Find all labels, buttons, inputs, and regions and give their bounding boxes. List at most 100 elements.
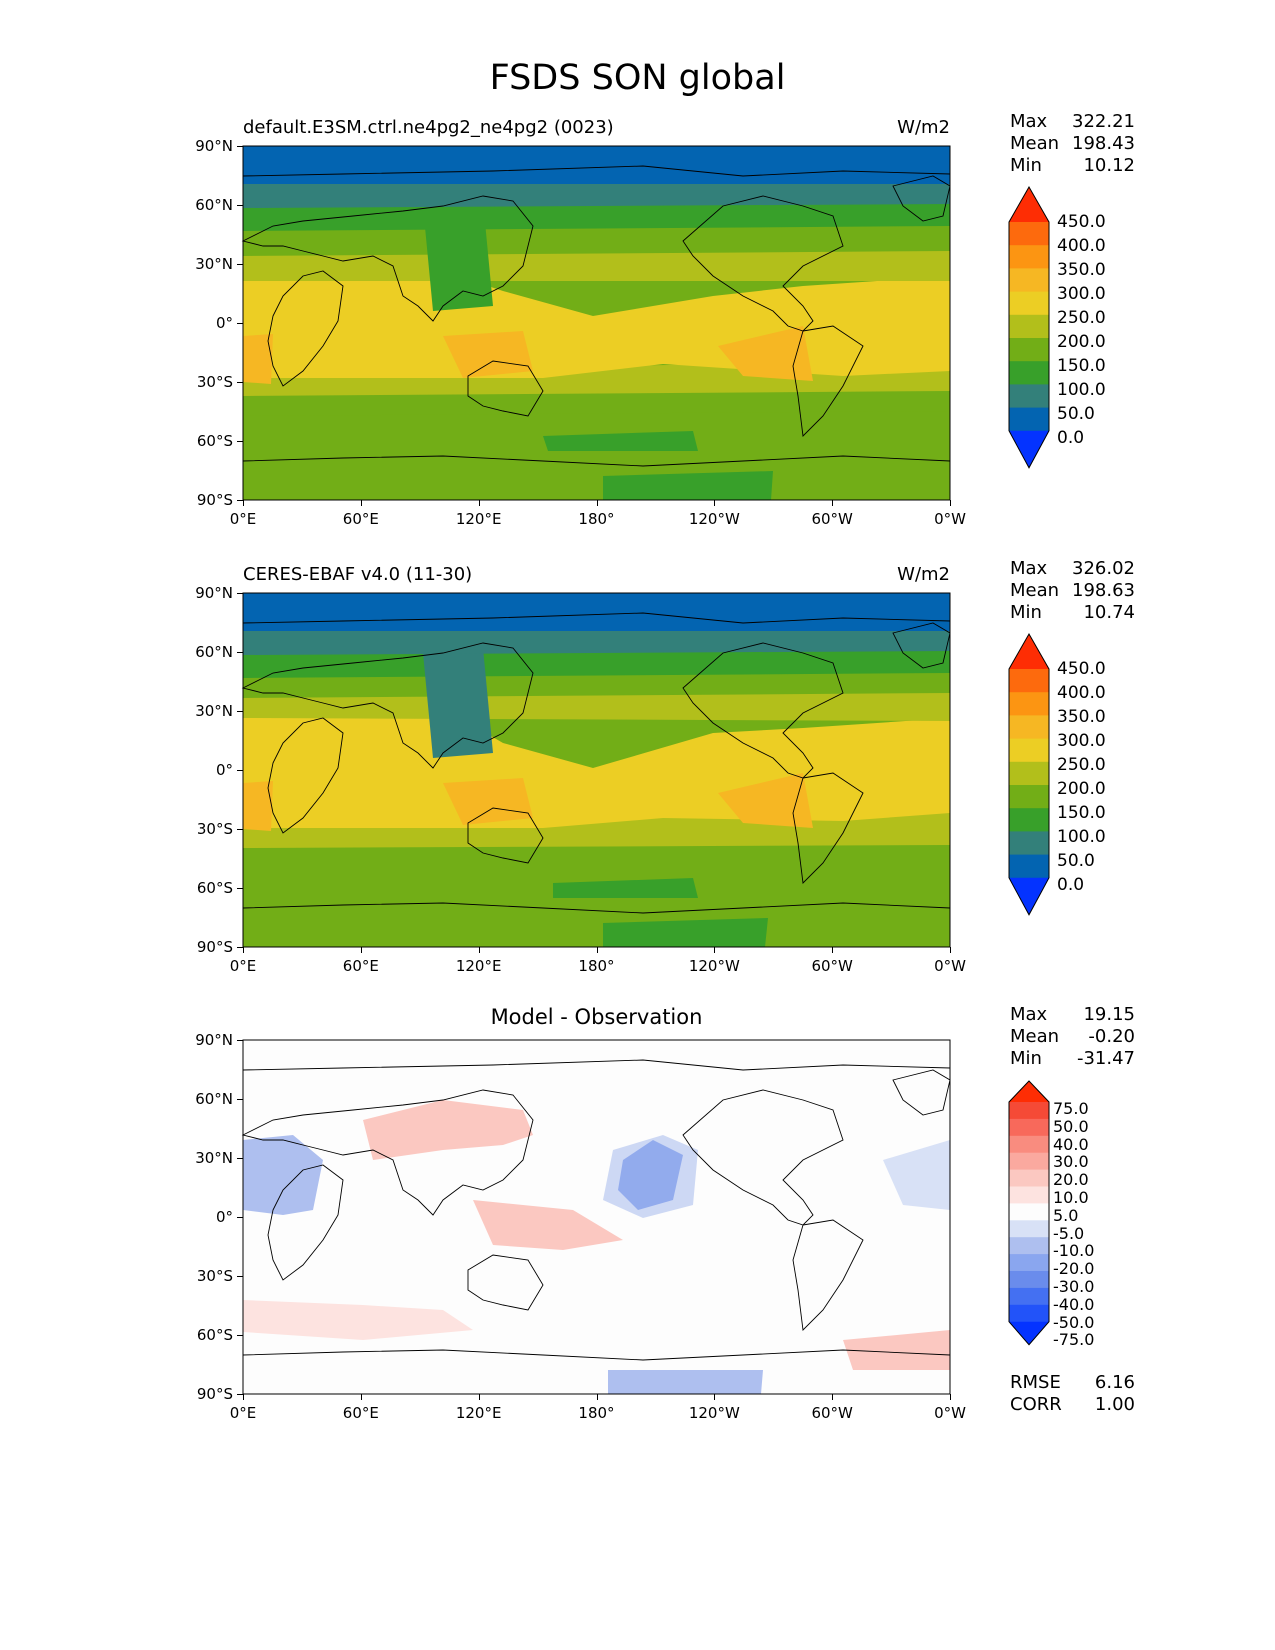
panel3-title: Model - Observation	[490, 1005, 703, 1029]
lat-tick-label: 30°N	[195, 255, 233, 273]
lon-tick-label: 120°W	[688, 957, 740, 975]
lat-tick-label: 0°	[215, 1208, 233, 1226]
colorbar-segment	[1009, 407, 1049, 432]
lon-tick-mark	[243, 500, 244, 506]
colorbar-tick-label: 10.0	[1053, 1187, 1089, 1207]
lon-tick-label: 120°E	[455, 957, 502, 975]
colorbar-segment	[1009, 1169, 1049, 1187]
arctic-blue-band	[243, 146, 950, 184]
colorbar-segment	[1009, 1287, 1049, 1306]
lat-tick-label: 90°S	[196, 938, 233, 956]
colorbar-tick-label: 5.0	[1053, 1205, 1079, 1225]
pacific-orange-patch	[718, 326, 813, 381]
colorbar-extend-min	[1009, 430, 1049, 468]
colorbar-segment	[1009, 715, 1049, 740]
colorbar-segment	[1009, 1203, 1049, 1221]
maritime-orange-patch	[443, 331, 533, 378]
colorbar-segment	[1009, 669, 1049, 693]
stat-min: Min 10.12	[1010, 155, 1135, 176]
lon-tick-label: 180°	[578, 957, 615, 975]
panel3-map	[241, 1039, 951, 1395]
lat-tick-mark	[237, 441, 243, 442]
lon-tick-mark	[950, 1394, 951, 1400]
colorbar-tick-label: 250.0	[1057, 308, 1106, 328]
colorbar-segment	[1009, 338, 1049, 362]
lat-tick-mark	[237, 770, 243, 771]
colorbar-segment	[1009, 738, 1049, 763]
lat-tick-mark	[237, 1394, 243, 1395]
lat-tick-mark	[237, 888, 243, 889]
panel1-map	[241, 145, 951, 501]
panel3-stats: Max 19.15 Mean -0.20 Min -31.47	[1010, 1004, 1135, 1070]
lon-tick-label: 180°	[578, 510, 615, 528]
lat-tick-mark	[237, 1335, 243, 1336]
colorbar-segment	[1009, 1118, 1049, 1137]
atlantic-blue-patch	[883, 1140, 950, 1210]
colorbar-segment	[1009, 808, 1049, 832]
colorbar-segment	[1009, 268, 1049, 293]
stat-mean: Mean 198.63	[1010, 580, 1135, 601]
colorbar-tick-label: 20.0	[1053, 1170, 1089, 1190]
lon-tick-label: 60°E	[342, 957, 379, 975]
colorbar-tick-label: 300.0	[1057, 731, 1106, 751]
lon-tick-mark	[714, 1394, 716, 1400]
lat-tick-mark	[237, 947, 243, 948]
lon-tick-mark	[596, 1394, 598, 1400]
lon-tick-mark	[596, 947, 598, 953]
arctic-blue-band	[243, 593, 950, 631]
lat-tick-mark	[237, 1040, 243, 1041]
southern-green-patch	[553, 878, 698, 898]
pacific-orange-patch	[718, 773, 813, 828]
lon-tick-label: 60°W	[811, 957, 853, 975]
lon-tick-mark	[478, 1394, 480, 1400]
stat-min: Min -31.47	[1010, 1048, 1135, 1069]
colorbar-tick-label: 0.0	[1057, 875, 1085, 895]
colorbar-tick-label: 350.0	[1057, 707, 1106, 727]
colorbar-segment	[1009, 1102, 1049, 1120]
lat-tick-mark	[237, 323, 243, 324]
lon-tick-label: 0°E	[229, 957, 257, 975]
lon-tick-mark	[478, 500, 480, 506]
colorbar-tick-label: 200.0	[1057, 332, 1106, 352]
panel2-colorbar-labels: 450.0 400.0 350.0 300.0 250.0 200.0 150.0 100.0…	[1057, 657, 1106, 897]
lat-tick-mark	[237, 1276, 243, 1277]
pacific-blue-halo	[603, 1135, 698, 1218]
lat-tick-label: 30°S	[196, 820, 233, 838]
asia-teal-patch	[423, 648, 493, 758]
lon-tick-mark	[714, 947, 716, 953]
lon-tick-label: 0°W	[934, 1404, 966, 1422]
panel2-stats: Max 326.02 Mean 198.63 Min 10.74	[1010, 558, 1135, 624]
atlantic-orange-patch	[243, 334, 273, 384]
colorbar-tick-label: -30.0	[1053, 1276, 1095, 1296]
lon-tick-label: 60°W	[811, 510, 853, 528]
panel3-colorbar	[1008, 1080, 1050, 1346]
lon-tick-label: 60°W	[811, 1404, 853, 1422]
lon-tick-mark	[714, 500, 716, 506]
lat-tick-label: 60°S	[196, 879, 233, 897]
lat-tick-mark	[237, 264, 243, 265]
lat-tick-label: 30°S	[196, 373, 233, 391]
lat-tick-mark	[237, 829, 243, 830]
lat-tick-label: 0°	[215, 761, 233, 779]
colorbar-tick-label: -5.0	[1053, 1223, 1085, 1243]
lat-tick-mark	[237, 500, 243, 501]
lat-tick-label: 90°N	[195, 584, 233, 602]
colorbar-tick-label: 30.0	[1053, 1152, 1089, 1172]
colorbar-segment	[1009, 854, 1049, 879]
panel2-map	[241, 592, 951, 948]
colorbar-segment	[1009, 761, 1049, 786]
colorbar-segment	[1009, 291, 1049, 316]
panel3-colorbar-labels: 75.0 50.0 40.0 30.0 20.0 10.0 5.0 -5.0 -10.0 -20.…	[1053, 1100, 1094, 1349]
colorbar-segment	[1009, 1220, 1049, 1238]
antarctic-patch	[603, 471, 773, 500]
panel1-colorbar	[1008, 185, 1050, 469]
colorbar-tick-label: -50.0	[1053, 1312, 1095, 1332]
colorbar-segment	[1009, 314, 1049, 339]
stat-corr: CORR 1.00	[1010, 1394, 1135, 1415]
colorbar-segment	[1009, 1271, 1049, 1289]
southern-green-patch	[543, 431, 698, 451]
colorbar-tick-label: 450.0	[1057, 212, 1106, 232]
colorbar-segment	[1009, 245, 1049, 269]
maritime-orange-patch	[443, 778, 533, 825]
stat-max: Max 322.21	[1010, 111, 1135, 132]
